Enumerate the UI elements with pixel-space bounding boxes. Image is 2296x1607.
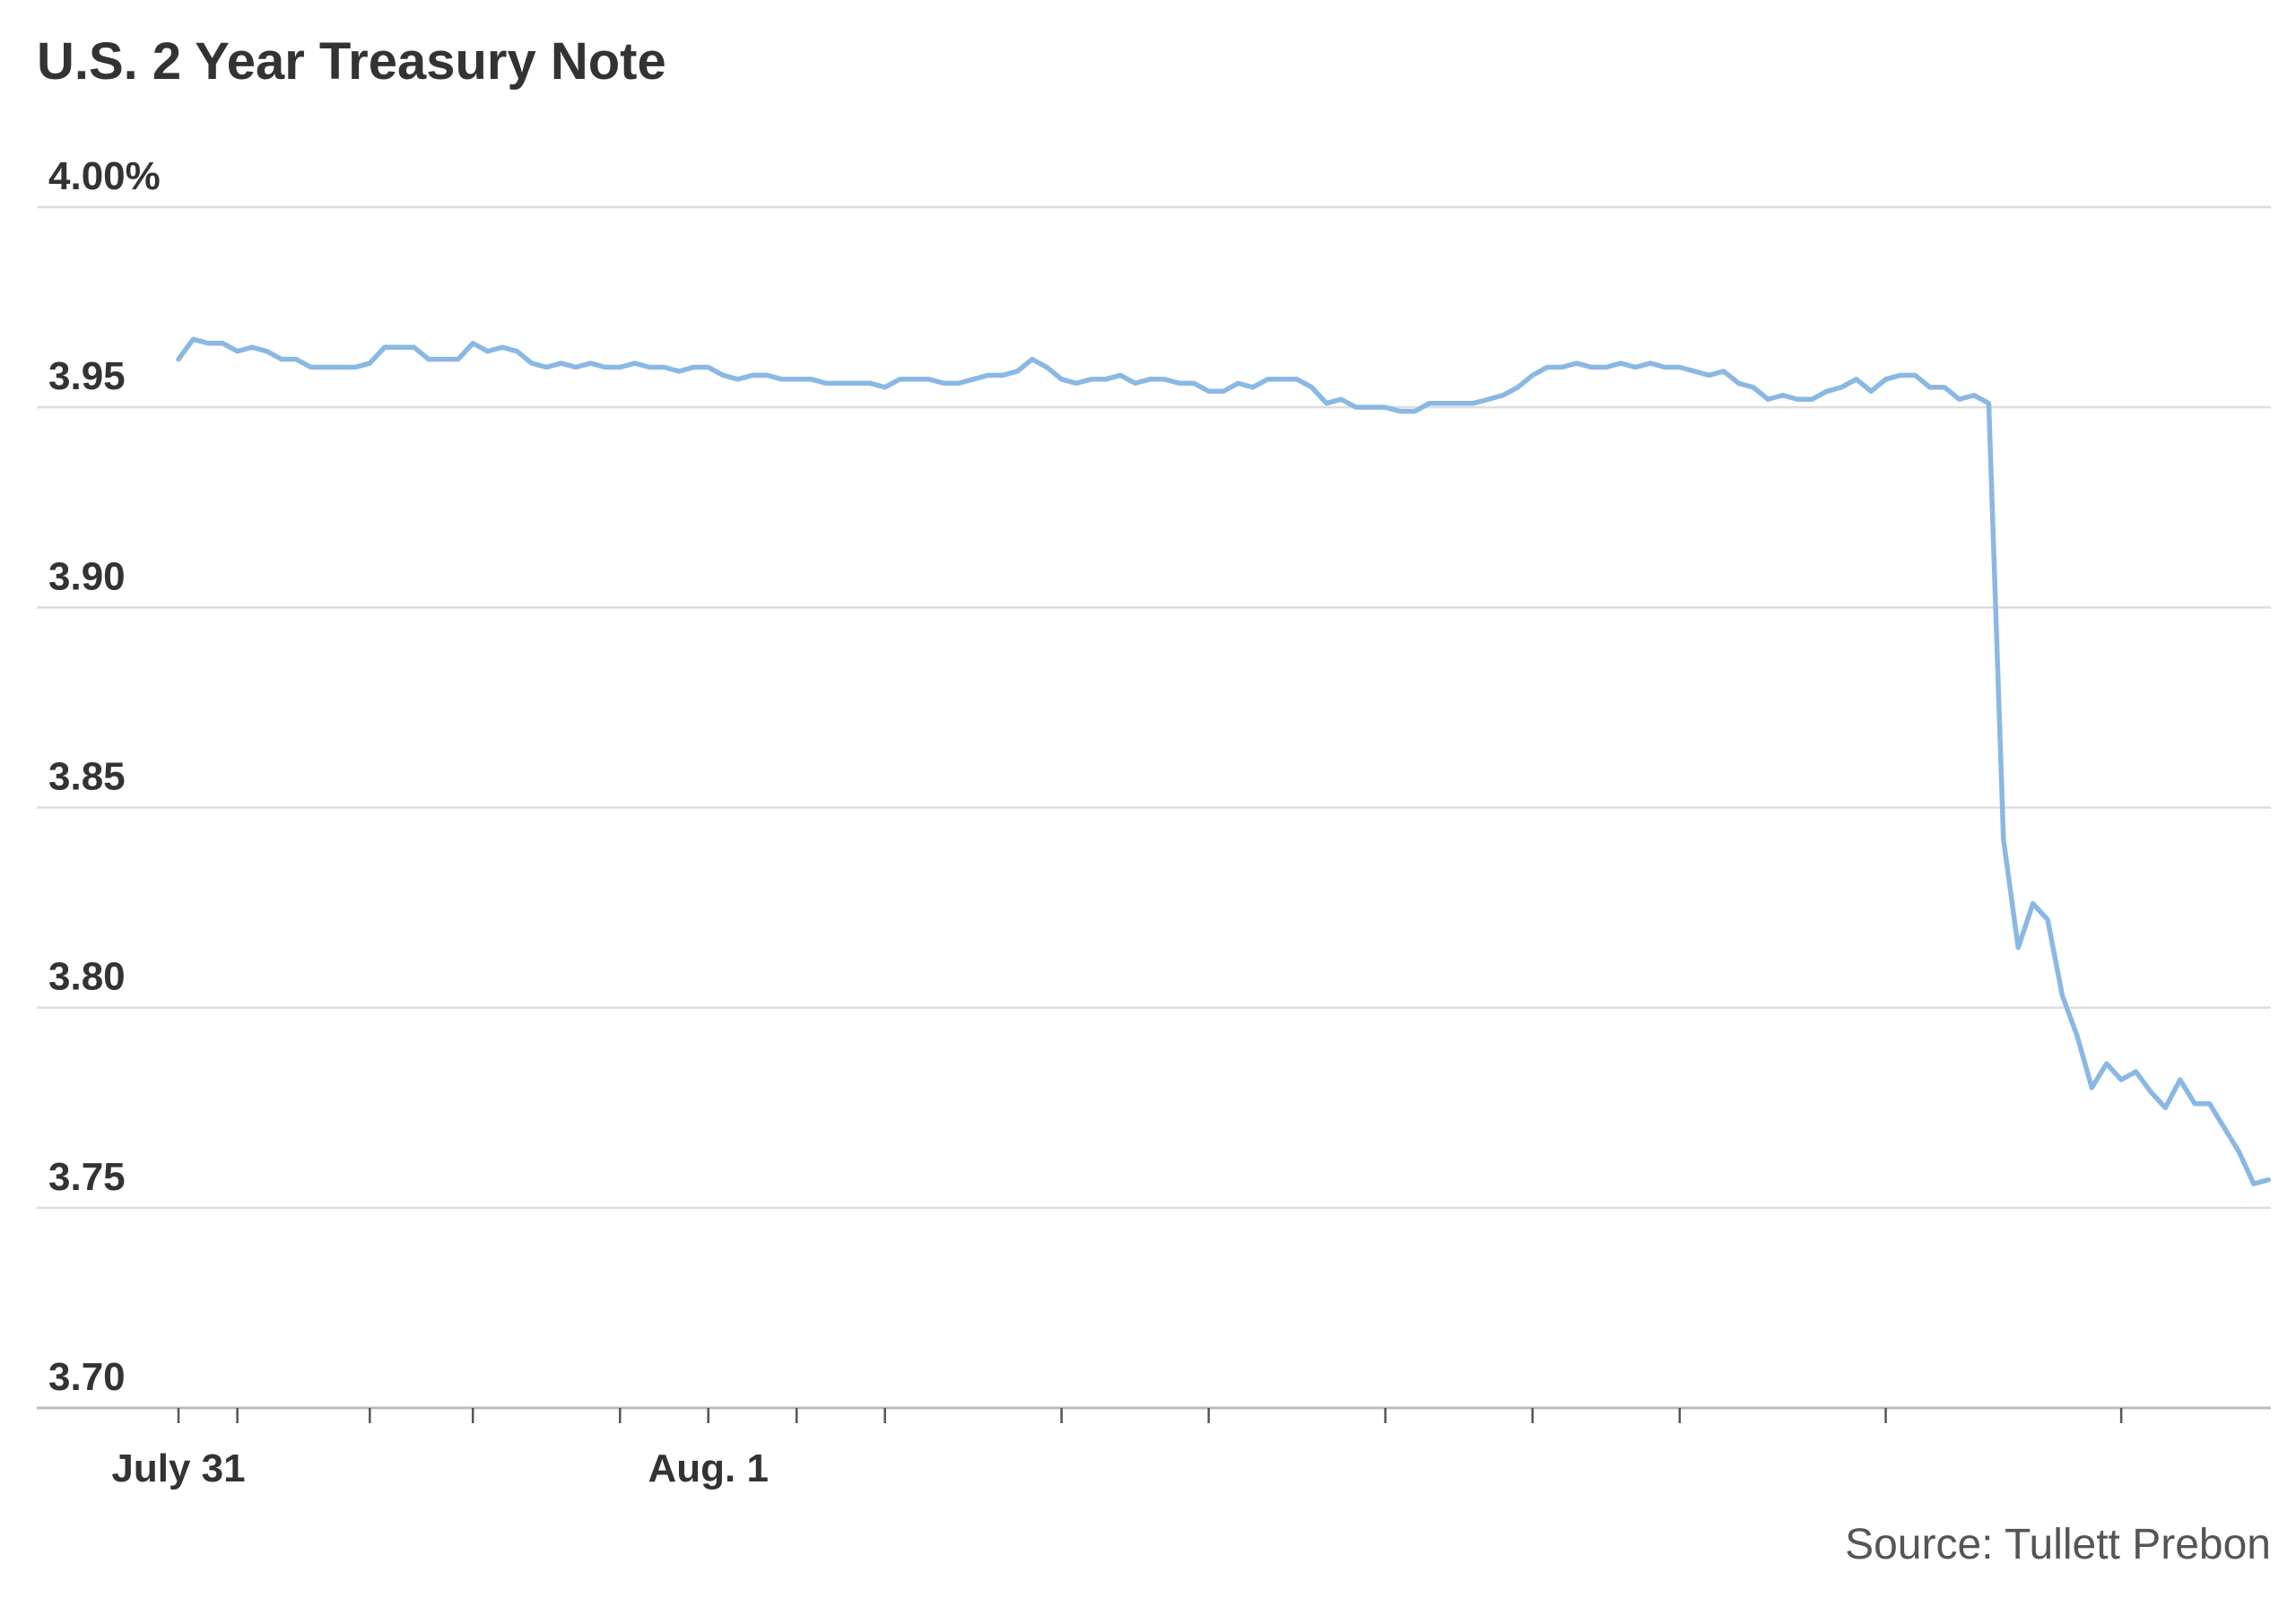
x-tick-label: July 31: [111, 1446, 245, 1490]
y-tick-label: 3.80: [48, 955, 126, 999]
y-tick-label: 3.85: [48, 755, 126, 799]
y-tick-label: 3.75: [48, 1155, 126, 1199]
y-tick-label: 3.95: [48, 354, 126, 398]
y-tick-label: 3.90: [48, 554, 126, 598]
x-tick-label: Aug. 1: [648, 1446, 769, 1490]
y-tick-label: 4.00%: [48, 154, 161, 198]
chart-title: U.S. 2 Year Treasury Note: [37, 32, 666, 91]
data-line: [176, 336, 2271, 1186]
source-note: Source: Tullett Prebon: [1845, 1521, 2271, 1568]
y-tick-label: 3.70: [48, 1355, 126, 1399]
